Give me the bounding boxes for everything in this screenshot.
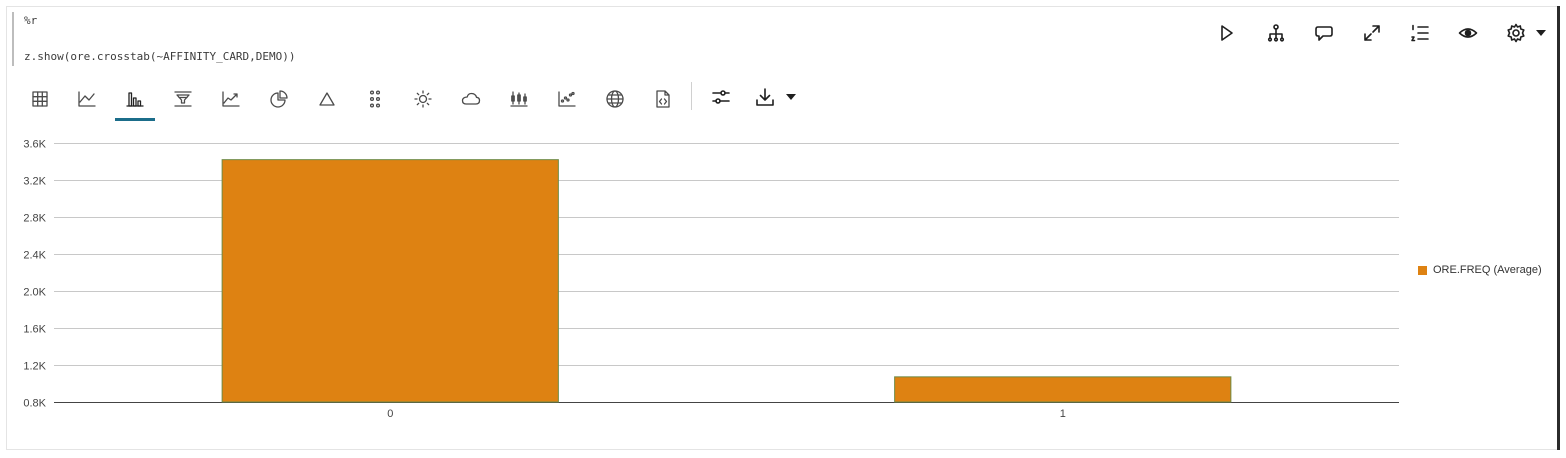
chart-settings-button[interactable]	[703, 82, 739, 112]
dependency-button[interactable]	[1262, 20, 1290, 46]
pyramid-icon	[319, 92, 335, 106]
tag-cloud-icon	[461, 92, 481, 105]
bar[interactable]	[221, 159, 559, 403]
chart-legend[interactable]: ORE.FREQ (Average)	[1418, 264, 1542, 276]
code-args: (~AFFINITY_CARD,DEMO)	[149, 50, 289, 63]
tag-cloud-button[interactable]	[453, 84, 489, 114]
funnel-chart-icon	[174, 91, 192, 107]
download-icon	[756, 88, 774, 106]
area-trend-button[interactable]	[213, 84, 249, 114]
legend-swatch	[1418, 265, 1427, 275]
pie-chart-button[interactable]	[261, 84, 297, 114]
expand-button[interactable]	[1358, 20, 1386, 46]
pyramid-chart-button[interactable]	[309, 84, 345, 114]
line-chart-icon	[78, 91, 96, 107]
line-chart-button[interactable]	[69, 84, 105, 114]
x-tick-label: 1	[1060, 408, 1066, 420]
boxplot-button[interactable]	[501, 84, 537, 114]
x-tick-label: 0	[387, 408, 393, 420]
eye-icon	[1458, 28, 1478, 38]
download-button[interactable]	[747, 82, 783, 112]
y-tick-label: 0.8K	[23, 398, 46, 410]
y-tick-label: 2.0K	[23, 287, 46, 299]
y-tick-label: 1.6K	[23, 324, 46, 336]
bar-chart-icon	[126, 92, 144, 107]
bar[interactable]	[894, 376, 1232, 403]
ordered-list-button[interactable]	[1406, 20, 1434, 46]
scatter-button[interactable]	[549, 84, 585, 114]
y-tick-label: 2.8K	[23, 213, 46, 225]
bar-chart-button[interactable]	[117, 84, 153, 114]
code-line-interpreter: %r	[24, 14, 38, 27]
code-file-icon	[656, 90, 670, 108]
funnel-chart-button[interactable]	[165, 84, 201, 114]
paragraph-edge-bar	[1557, 6, 1560, 450]
y-tick-label: 3.6K	[23, 139, 46, 151]
visualization-toolbar	[22, 80, 822, 124]
y-tick-label: 1.2K	[23, 361, 46, 373]
scatter-grid-icon	[369, 90, 381, 108]
sunburst-button[interactable]	[405, 84, 441, 114]
code-editor[interactable]: %r z.show(ore.crosstab(~AFFINITY_CARD,DE…	[12, 12, 1194, 66]
ordered-list-icon	[1411, 24, 1429, 42]
legend-label: ORE.FREQ (Average)	[1433, 264, 1542, 276]
table-icon	[32, 91, 48, 107]
code-call: z.show(ore.crosstab	[24, 50, 150, 63]
comments-button[interactable]	[1310, 20, 1338, 46]
run-icon	[1221, 25, 1233, 41]
area-trend-icon	[222, 91, 240, 107]
active-tab-indicator	[115, 118, 155, 121]
chart-settings-icon	[712, 90, 730, 104]
comments-icon	[1315, 26, 1333, 41]
expand-icon	[1364, 25, 1380, 41]
map-globe-icon	[606, 90, 624, 108]
settings-dropdown-caret[interactable]	[1536, 30, 1546, 36]
code-line-command: z.show(ore.crosstab(~AFFINITY_CARD,DEMO)…	[24, 50, 296, 63]
visibility-button[interactable]	[1454, 20, 1482, 46]
code-close: )	[288, 50, 296, 63]
scatter-icon	[558, 91, 576, 107]
sunburst-icon	[414, 90, 432, 108]
boxplot-icon	[510, 91, 528, 107]
scatter-grid-button[interactable]	[357, 84, 393, 114]
toolbar-separator	[691, 82, 692, 110]
table-view-button[interactable]	[22, 84, 58, 114]
download-dropdown-caret[interactable]	[786, 94, 796, 100]
pie-chart-icon	[270, 90, 288, 108]
settings-button[interactable]	[1502, 20, 1530, 46]
settings-icon	[1507, 23, 1525, 43]
html-output-button[interactable]	[645, 84, 681, 114]
map-button[interactable]	[597, 84, 633, 114]
hierarchy-icon	[1267, 24, 1285, 42]
y-tick-label: 2.4K	[23, 250, 46, 262]
y-tick-label: 3.2K	[23, 176, 46, 188]
run-button[interactable]	[1212, 20, 1240, 46]
